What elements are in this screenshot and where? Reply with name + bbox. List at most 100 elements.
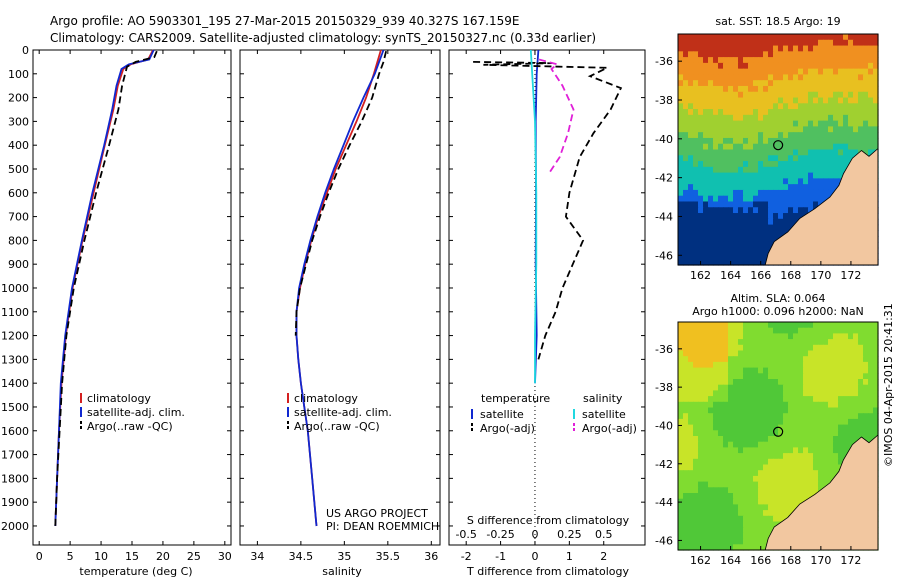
map-cell — [783, 85, 789, 93]
map-cell — [733, 424, 739, 431]
map-cell — [738, 91, 744, 99]
map-cell — [813, 143, 819, 151]
map-cell — [858, 373, 864, 380]
map-cell — [823, 137, 829, 145]
map-cell — [768, 91, 774, 99]
map-cell — [788, 132, 794, 139]
map-cell — [773, 161, 779, 168]
map-cell — [748, 436, 754, 443]
map-cell — [753, 510, 759, 517]
map-cell — [863, 103, 869, 110]
map-cell — [828, 34, 834, 41]
map-cell — [753, 350, 759, 357]
map-cell — [833, 91, 839, 99]
map-cell — [828, 464, 834, 471]
map-cell — [783, 510, 789, 517]
map-cell — [768, 45, 774, 52]
map-cell — [723, 166, 729, 174]
map-cell — [738, 149, 744, 156]
map-cell — [788, 207, 794, 214]
map-cell — [693, 91, 699, 99]
map-cell — [683, 344, 689, 352]
map-cell — [858, 339, 864, 346]
map-cell — [818, 195, 824, 203]
map-cell — [793, 149, 799, 156]
map-cell — [783, 126, 789, 133]
map-cell — [773, 166, 779, 174]
map-cell — [723, 333, 729, 340]
map-cell — [808, 327, 814, 334]
y-tick-label: 1800 — [1, 472, 29, 485]
map-cell — [728, 441, 734, 448]
map-cell — [853, 39, 859, 47]
map-cell — [683, 149, 689, 156]
map-cell — [828, 109, 834, 116]
map-cell — [758, 51, 764, 58]
map-cell — [833, 413, 839, 420]
map-cell — [858, 137, 864, 145]
map-cell — [678, 493, 684, 500]
map-cell — [693, 322, 699, 329]
map-cell — [708, 418, 714, 426]
map-cell — [848, 333, 854, 340]
map-cell — [803, 161, 809, 168]
map-cell — [833, 132, 839, 139]
map-cell — [793, 195, 799, 203]
map-cell — [678, 401, 684, 409]
map-cell — [718, 126, 724, 133]
map-cell — [728, 327, 734, 334]
map-cell — [788, 184, 794, 191]
map-cell — [743, 441, 749, 448]
map-cell — [798, 413, 804, 420]
map-cell — [748, 350, 754, 357]
map-cell — [708, 80, 714, 87]
map-cell — [843, 344, 849, 352]
map-cell — [678, 532, 684, 540]
map-cell — [738, 487, 744, 494]
map-cell — [813, 481, 819, 488]
map-cell — [718, 510, 724, 517]
map-cell — [708, 544, 714, 551]
map-cell — [868, 45, 874, 52]
map-cell — [738, 143, 744, 151]
map-cell — [703, 436, 709, 443]
map-frame — [677, 33, 879, 266]
map-cell — [688, 172, 694, 179]
x-top-tick-label: -0.5 — [455, 528, 476, 541]
map-cell — [788, 80, 794, 87]
map-cell — [773, 91, 779, 99]
map-cell — [733, 114, 739, 122]
map-cell — [813, 401, 819, 409]
map-cell — [873, 137, 879, 145]
map-cell — [753, 344, 759, 352]
map-cell — [828, 458, 834, 466]
map-cell — [808, 57, 814, 64]
map-cell — [793, 51, 799, 58]
map-cell — [783, 498, 789, 505]
map-cell — [793, 418, 799, 426]
map-cell — [868, 103, 874, 110]
map-cell — [688, 356, 694, 363]
map-cell — [743, 189, 749, 197]
map-cell — [693, 195, 699, 203]
map-cell — [803, 166, 809, 174]
map-cell — [763, 166, 769, 174]
map-cell — [693, 85, 699, 93]
map-cell — [793, 213, 799, 220]
map-cell — [768, 436, 774, 443]
map-cell — [713, 259, 719, 266]
map-cell — [863, 350, 869, 357]
map-cell — [728, 207, 734, 214]
map-cell — [848, 91, 854, 99]
map-cell — [693, 367, 699, 374]
map-cell — [798, 39, 804, 47]
map-cell — [718, 475, 724, 483]
map-cell — [753, 126, 759, 133]
map-cell — [728, 57, 734, 64]
map-cell — [738, 436, 744, 443]
map-cell — [798, 155, 804, 162]
map-cell — [748, 413, 754, 420]
map-cell — [758, 436, 764, 443]
map-cell — [858, 39, 864, 47]
map-cell — [848, 339, 854, 346]
